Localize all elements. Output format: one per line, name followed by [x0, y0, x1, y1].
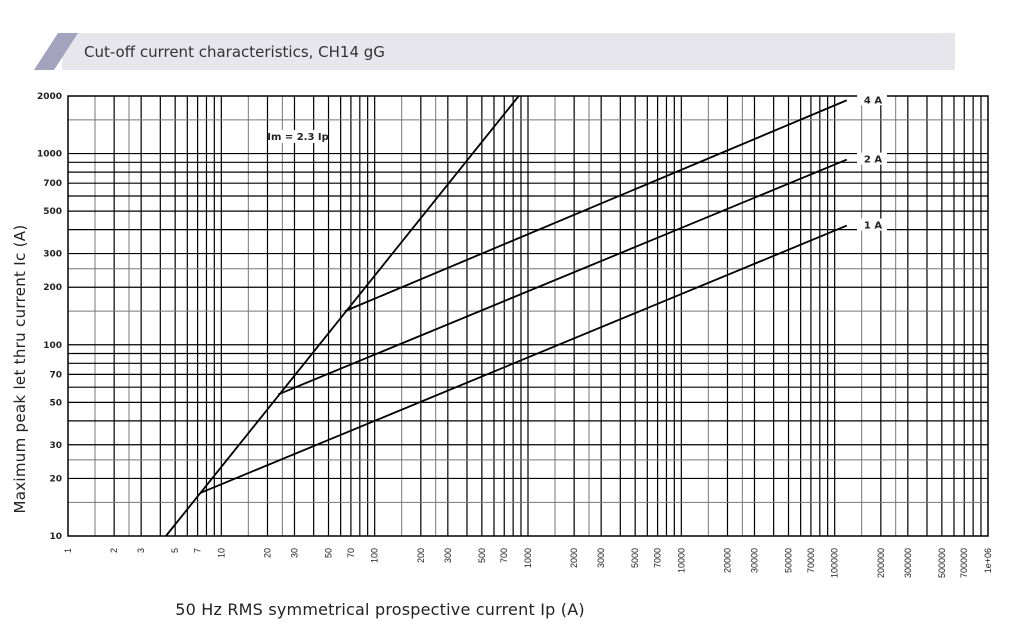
x-tick-label: 200 — [416, 548, 426, 563]
x-tick-label: 2 — [109, 548, 119, 553]
x-tick-label: 700000 — [959, 548, 969, 578]
y-tick-label: 100 — [43, 341, 62, 351]
x-tick-label: 20000 — [722, 548, 732, 573]
series-label-bg — [857, 152, 887, 165]
x-tick-label: 30000 — [749, 548, 759, 573]
x-tick-label: 7000 — [653, 548, 663, 568]
x-tick-label: 5 — [170, 548, 180, 553]
y-tick-label: 200 — [43, 283, 62, 293]
y-tick-label: 700 — [43, 179, 62, 189]
x-tick-label: 3000 — [596, 548, 606, 568]
x-tick-label: 50 — [324, 548, 334, 558]
x-tick-label: 30 — [289, 548, 299, 558]
y-tick-label: 1000 — [37, 150, 62, 160]
series-label-bg — [857, 93, 887, 106]
chart-title: Cut-off current characteristics, CH14 gG — [84, 43, 385, 61]
y-tick-label: 500 — [43, 207, 62, 217]
title-band — [62, 33, 955, 70]
x-tick-label: 300000 — [903, 548, 913, 578]
series-label: 1 A — [864, 221, 882, 232]
x-tick-label: 1 — [63, 548, 73, 553]
slant-decoration — [34, 33, 78, 70]
series-line-4-a — [344, 99, 848, 312]
x-tick-label: 200000 — [876, 548, 886, 578]
x-tick-label: 1000 — [523, 548, 533, 568]
x-tick-label: 20 — [262, 548, 272, 558]
y-tick-label: 30 — [49, 441, 62, 451]
x-tick-label: 700 — [499, 548, 509, 563]
x-tick-label: 70000 — [806, 548, 816, 573]
series-line-2-a — [277, 158, 848, 396]
x-tick-label: 5000 — [630, 548, 640, 568]
series-label: 4 A — [864, 95, 882, 106]
x-tick-label: 10000 — [676, 548, 686, 573]
x-tick-label: 10 — [216, 548, 226, 558]
y-tick-label: 50 — [49, 398, 62, 408]
plot-frame — [67, 95, 989, 537]
y-tick-label: 300 — [43, 250, 62, 260]
x-tick-label: 500000 — [937, 548, 947, 578]
x-tick-label: 100000 — [830, 548, 840, 578]
x-axis-label: 50 Hz RMS symmetrical prospective curren… — [175, 600, 585, 619]
y-tick-label: 2000 — [37, 92, 62, 102]
x-tick-label: 2000 — [569, 548, 579, 568]
series-label-bg — [857, 218, 887, 231]
x-tick-label: 3 — [136, 548, 146, 553]
series-label: 2 A — [864, 155, 882, 166]
x-tick-label: 70 — [346, 548, 356, 558]
x-tick-label: 7 — [193, 548, 203, 553]
annotation-bg — [268, 130, 328, 143]
y-tick-label: 10 — [49, 532, 62, 542]
x-tick-label: 300 — [443, 548, 453, 563]
y-tick-label: 20 — [49, 474, 62, 484]
y-tick-label: 70 — [49, 370, 62, 380]
annotation-im-label: Im = 2.3 Ip — [267, 132, 329, 143]
x-tick-label: 100 — [370, 548, 380, 563]
x-tick-label: 50000 — [784, 548, 794, 573]
x-tick-label: 1e+06 — [983, 548, 993, 573]
series-line-im-2-3-ip — [165, 95, 520, 537]
series-line-1-a — [200, 224, 848, 494]
x-tick-label: 500 — [477, 548, 487, 563]
